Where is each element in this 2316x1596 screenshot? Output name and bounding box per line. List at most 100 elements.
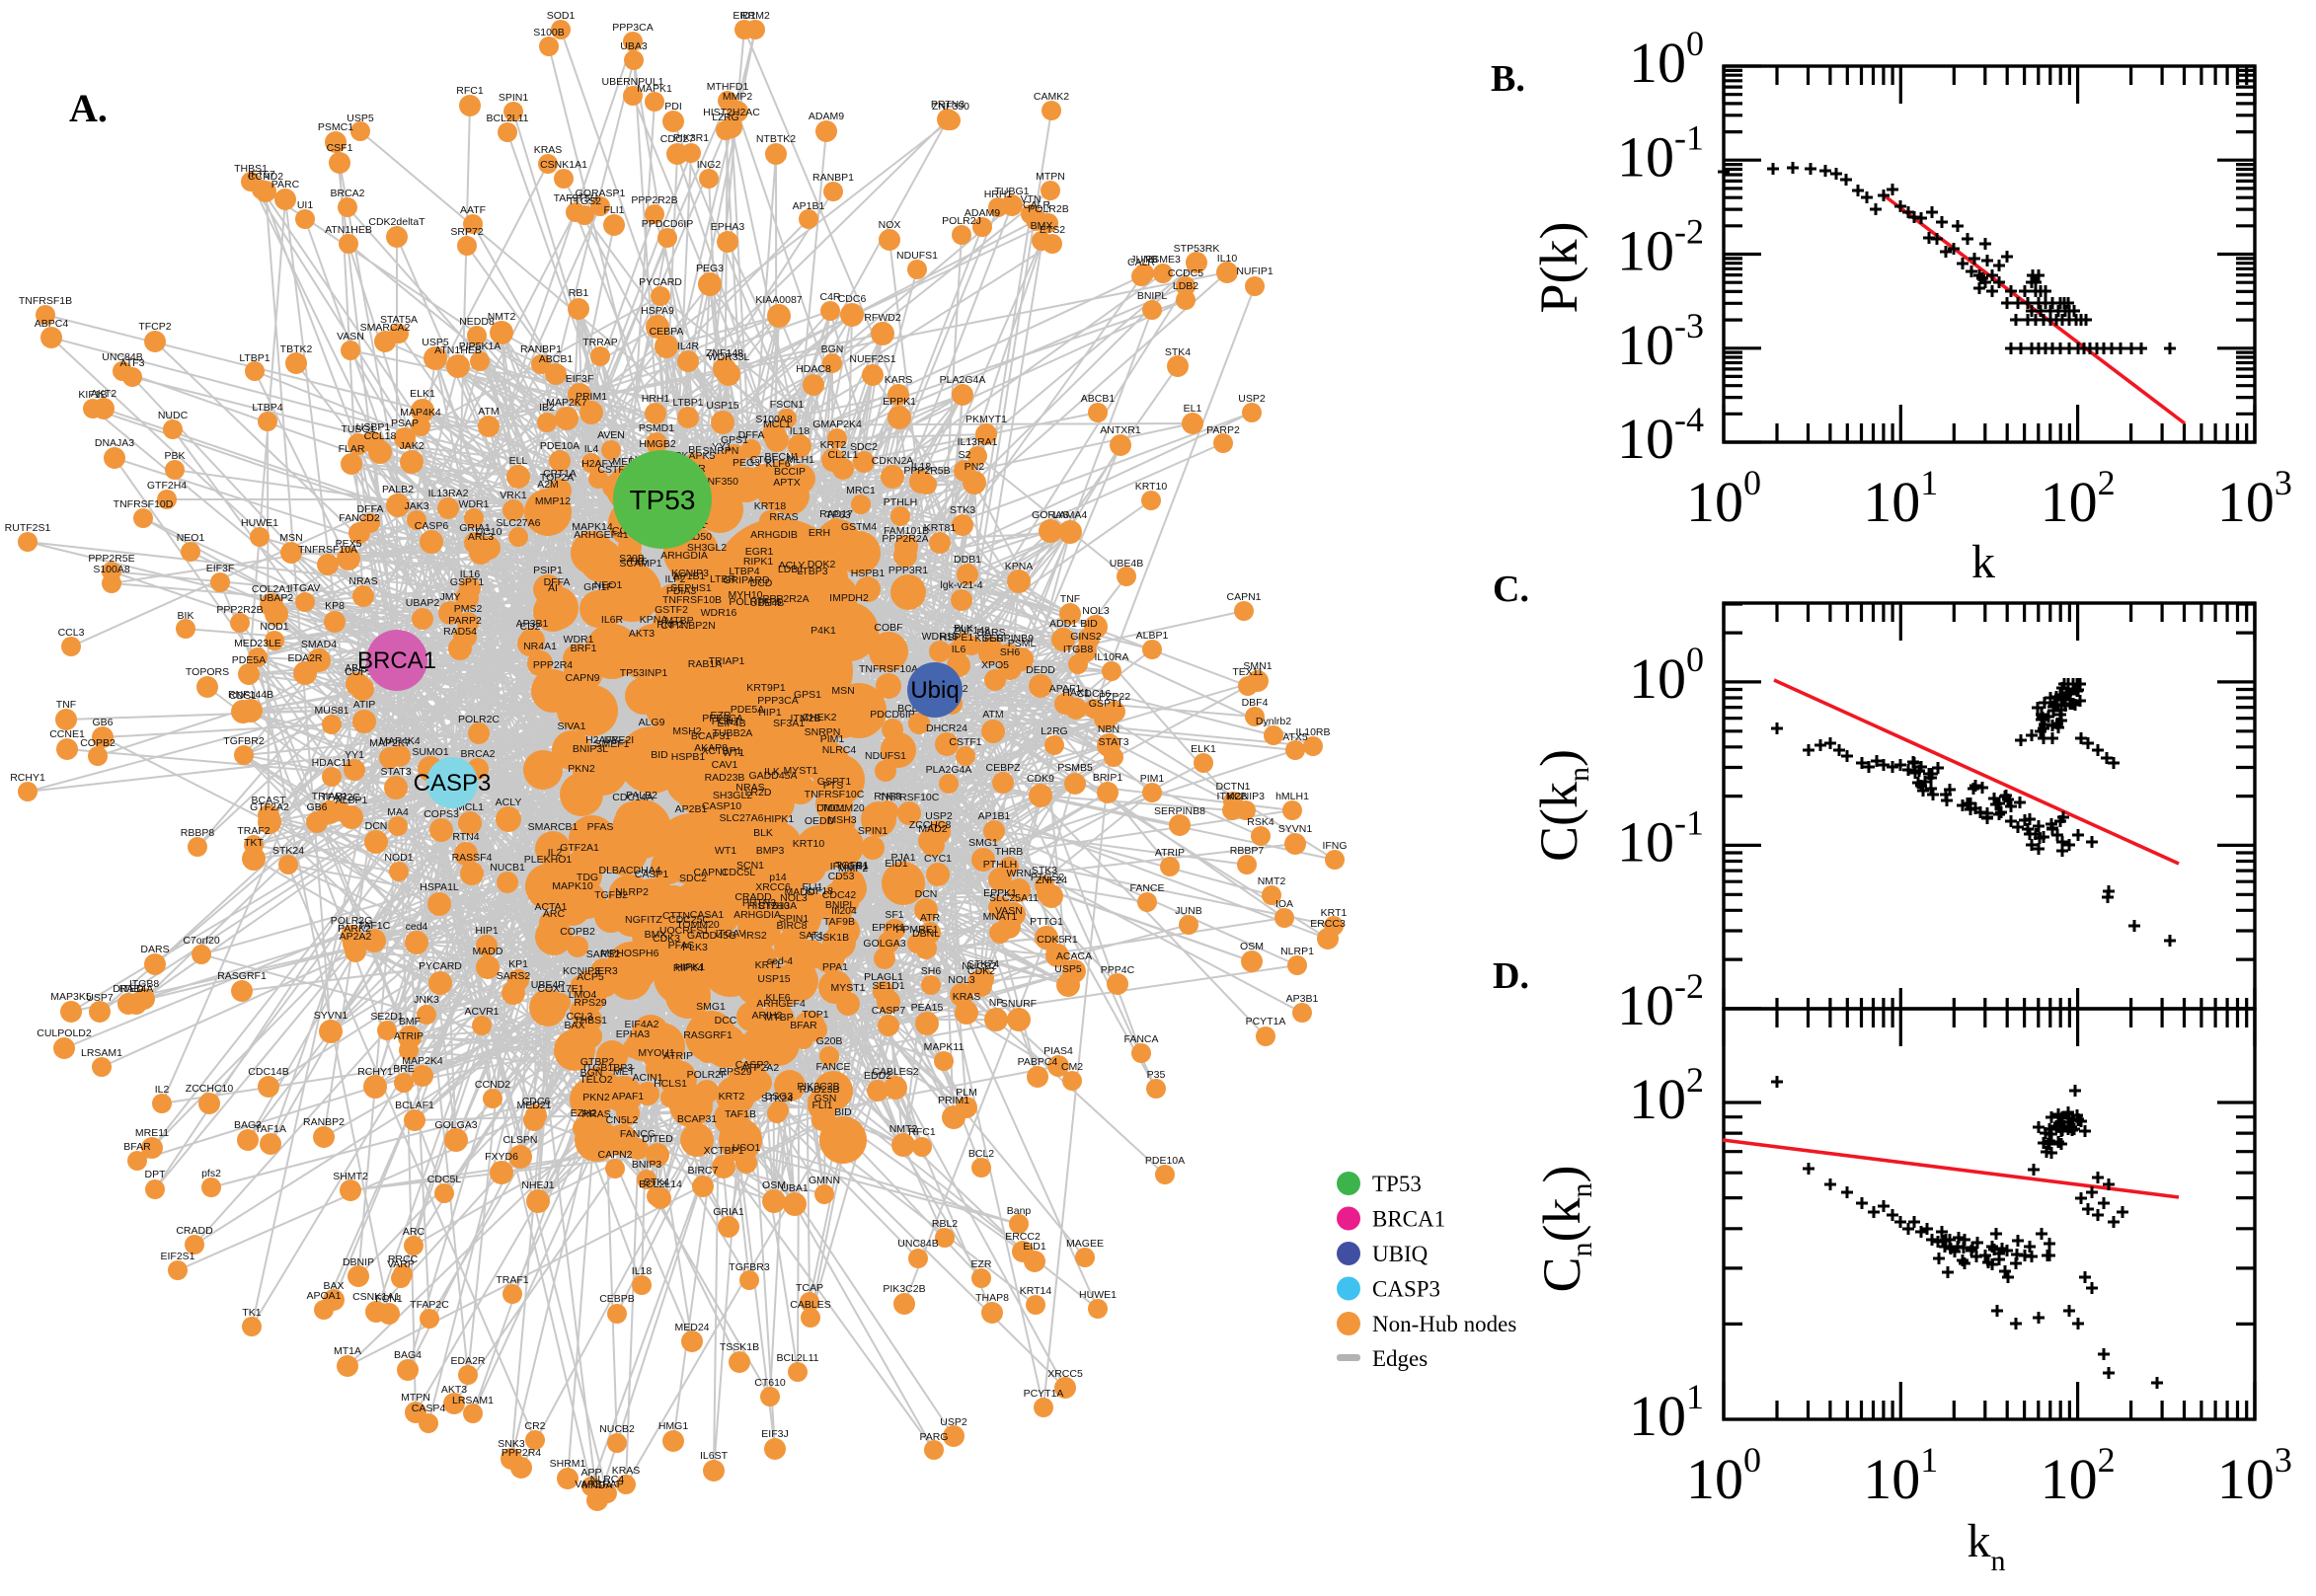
svg-text:IL10: IL10 bbox=[1217, 253, 1238, 265]
svg-text:NOL3: NOL3 bbox=[780, 892, 808, 904]
svg-text:PIP5K1A: PIP5K1A bbox=[459, 341, 502, 352]
svg-text:ZCCHC8: ZCCHC8 bbox=[909, 819, 952, 831]
svg-text:BCCIP: BCCIP bbox=[774, 466, 806, 478]
svg-text:IRS2: IRS2 bbox=[743, 930, 767, 942]
svg-text:MMP12: MMP12 bbox=[535, 495, 571, 507]
svg-text:ced4: ced4 bbox=[406, 921, 428, 933]
svg-text:CD2: CD2 bbox=[519, 621, 540, 633]
svg-text:ERCC3: ERCC3 bbox=[1310, 918, 1346, 930]
svg-text:CHEK2: CHEK2 bbox=[802, 712, 836, 723]
svg-text:RSK4: RSK4 bbox=[1247, 816, 1274, 828]
svg-text:CAMK2: CAMK2 bbox=[1034, 91, 1069, 103]
svg-text:NUEF2S1: NUEF2S1 bbox=[849, 353, 895, 365]
svg-text:LMO4: LMO4 bbox=[569, 989, 597, 1001]
svg-text:SUMO1: SUMO1 bbox=[412, 746, 449, 758]
svg-text:IL4R: IL4R bbox=[677, 341, 700, 352]
svg-text:HIP1: HIP1 bbox=[475, 925, 499, 937]
svg-text:BCAP31: BCAP31 bbox=[691, 730, 731, 742]
svg-text:CL2L1: CL2L1 bbox=[828, 449, 859, 461]
svg-text:CYC1: CYC1 bbox=[924, 853, 952, 865]
svg-text:EIF3F: EIF3F bbox=[206, 563, 235, 574]
svg-text:POLR2B: POLR2B bbox=[1028, 203, 1068, 215]
svg-text:CASP10: CASP10 bbox=[702, 800, 741, 812]
svg-text:TNFRSF10A: TNFRSF10A bbox=[859, 663, 918, 675]
svg-text:UBE4P: UBE4P bbox=[531, 979, 565, 991]
svg-text:BRCA1: BRCA1 bbox=[357, 647, 436, 674]
svg-text:MET: MET bbox=[613, 1066, 636, 1078]
svg-text:DLBACDHA4: DLBACDHA4 bbox=[598, 865, 660, 876]
svg-text:DNAJA3: DNAJA3 bbox=[95, 437, 134, 449]
svg-text:SHRM1: SHRM1 bbox=[550, 1458, 586, 1470]
svg-text:GPS1: GPS1 bbox=[721, 434, 748, 446]
svg-text:DEDD: DEDD bbox=[1026, 664, 1055, 676]
svg-text:KPNA: KPNA bbox=[1005, 561, 1034, 572]
svg-text:TNFRSF10B: TNFRSF10B bbox=[662, 594, 722, 606]
svg-text:kn: kn bbox=[1968, 1515, 2006, 1577]
svg-text:COL2A1: COL2A1 bbox=[252, 583, 291, 595]
svg-text:SNK3: SNK3 bbox=[498, 1438, 525, 1450]
svg-text:BECN1: BECN1 bbox=[764, 451, 799, 463]
svg-text:COX17E1: COX17E1 bbox=[537, 983, 583, 995]
svg-text:DBF4: DBF4 bbox=[1242, 697, 1269, 709]
svg-text:DDB1: DDB1 bbox=[954, 554, 981, 566]
svg-text:STK4: STK4 bbox=[1165, 346, 1191, 358]
svg-text:PRIM1: PRIM1 bbox=[938, 1095, 969, 1106]
svg-text:NUFIP1: NUFIP1 bbox=[1236, 266, 1274, 277]
svg-text:KIAA0087: KIAA0087 bbox=[755, 294, 802, 306]
svg-text:SARS2: SARS2 bbox=[586, 949, 621, 960]
svg-text:SYVN1: SYVN1 bbox=[1278, 823, 1313, 835]
svg-text:IL10RA: IL10RA bbox=[1094, 651, 1128, 663]
svg-text:PSME3: PSME3 bbox=[1145, 254, 1181, 266]
svg-text:MED23LE: MED23LE bbox=[234, 638, 281, 649]
svg-text:KP8: KP8 bbox=[325, 600, 345, 612]
svg-text:PKN2: PKN2 bbox=[582, 1092, 610, 1103]
svg-text:CR2: CR2 bbox=[524, 1420, 545, 1432]
svg-text:PCYT1A: PCYT1A bbox=[1024, 1388, 1064, 1400]
svg-text:EL1: EL1 bbox=[1184, 403, 1202, 415]
svg-text:PDI: PDI bbox=[664, 101, 682, 113]
svg-text:A2M: A2M bbox=[537, 479, 559, 491]
svg-text:PCNT: PCNT bbox=[712, 716, 740, 727]
svg-text:TNFRSF10C: TNFRSF10C bbox=[880, 792, 940, 803]
svg-text:IFNG: IFNG bbox=[1322, 840, 1347, 852]
svg-text:BLK: BLK bbox=[954, 623, 973, 635]
svg-text:CULPOLD2: CULPOLD2 bbox=[37, 1027, 92, 1039]
svg-text:CDK3: CDK3 bbox=[653, 933, 680, 945]
svg-text:BRCA2: BRCA2 bbox=[330, 188, 364, 199]
svg-text:RANBP1: RANBP1 bbox=[812, 172, 854, 184]
svg-text:EPPK1: EPPK1 bbox=[872, 922, 905, 934]
svg-text:DFFA: DFFA bbox=[357, 503, 384, 515]
svg-text:CAV1: CAV1 bbox=[712, 759, 738, 771]
svg-text:BID: BID bbox=[834, 1106, 852, 1118]
svg-text:RANBP2: RANBP2 bbox=[303, 1116, 345, 1128]
svg-text:WDR16: WDR16 bbox=[922, 631, 959, 643]
svg-text:SMARCA2: SMARCA2 bbox=[360, 322, 411, 334]
svg-text:ITGB8: ITGB8 bbox=[1063, 644, 1094, 655]
svg-text:PPP3R1: PPP3R1 bbox=[888, 565, 928, 576]
svg-text:RFC1: RFC1 bbox=[908, 1126, 936, 1138]
svg-text:ATR: ATR bbox=[920, 912, 941, 924]
svg-text:TELO2: TELO2 bbox=[579, 1074, 612, 1086]
svg-text:NOD1: NOD1 bbox=[384, 852, 413, 864]
svg-text:CAPN1: CAPN1 bbox=[693, 867, 728, 878]
svg-text:NDUFS1: NDUFS1 bbox=[896, 250, 938, 262]
svg-text:DFFA: DFFA bbox=[738, 429, 765, 441]
svg-text:MMP2: MMP2 bbox=[838, 863, 868, 874]
svg-text:C(kn): C(kn) bbox=[1529, 749, 1595, 862]
svg-text:CDS1: CDS1 bbox=[229, 690, 257, 702]
svg-text:SMEF1: SMEF1 bbox=[594, 738, 629, 750]
svg-text:ERH: ERH bbox=[809, 527, 830, 539]
svg-text:STK4: STK4 bbox=[644, 1177, 669, 1188]
svg-text:CCND2: CCND2 bbox=[248, 171, 283, 183]
svg-text:USP15: USP15 bbox=[757, 973, 790, 985]
svg-text:JNK3: JNK3 bbox=[414, 994, 439, 1006]
svg-text:MSN: MSN bbox=[831, 685, 854, 697]
svg-text:PIK3C2B: PIK3C2B bbox=[797, 1081, 839, 1093]
svg-text:NBN: NBN bbox=[1098, 723, 1119, 735]
svg-text:TRIAP1: TRIAP1 bbox=[709, 655, 745, 667]
svg-text:HSPE1: HSPE1 bbox=[940, 632, 974, 644]
svg-text:COPB2: COPB2 bbox=[80, 737, 116, 749]
svg-text:EDA2R: EDA2R bbox=[287, 652, 322, 664]
svg-text:CCNE1: CCNE1 bbox=[49, 728, 85, 740]
svg-text:RRAS: RRAS bbox=[581, 1108, 610, 1120]
